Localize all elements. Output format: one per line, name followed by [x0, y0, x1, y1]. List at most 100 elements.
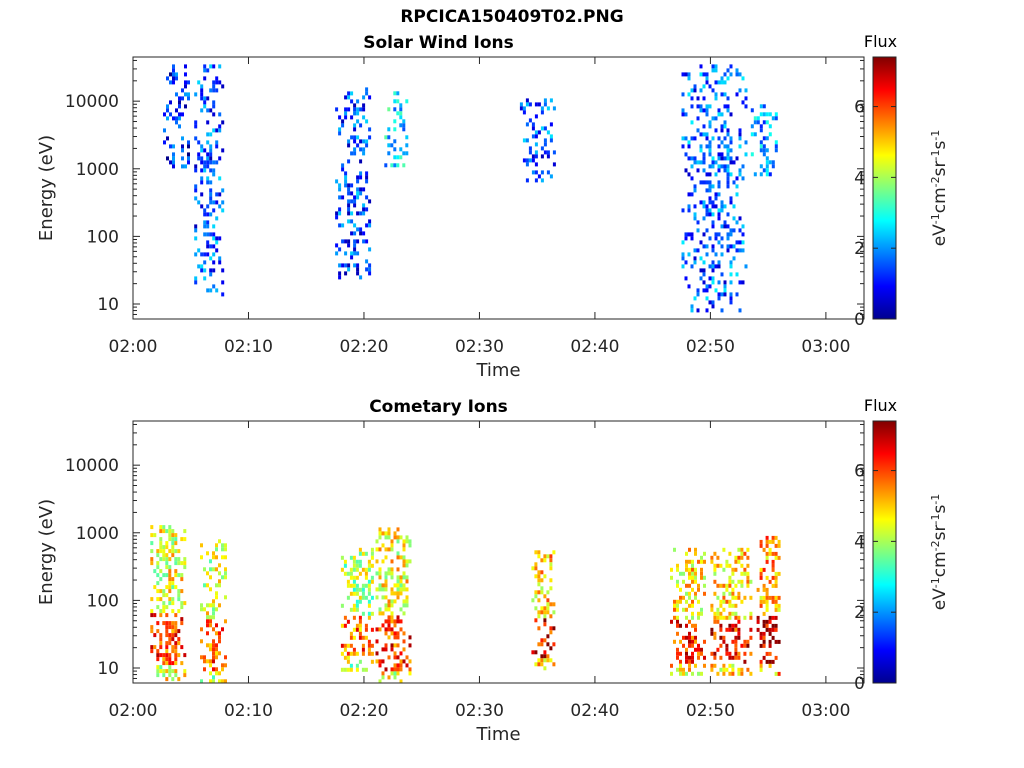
heatmap-cell: [734, 655, 738, 660]
heatmap-cell: [362, 187, 366, 192]
heatmap-cell: [165, 561, 169, 566]
heatmap-cell: [731, 611, 735, 616]
heatmap-cell: [759, 663, 763, 668]
heatmap-cell: [156, 553, 160, 558]
heatmap-cell: [347, 267, 351, 272]
heatmap-cell: [206, 220, 210, 225]
heatmap-cell: [540, 570, 544, 575]
heatmap-cell: [212, 603, 215, 608]
heatmap-cell: [697, 583, 700, 588]
heatmap-cell: [346, 643, 350, 648]
heatmap-cell: [224, 595, 227, 600]
heatmap-cell: [726, 212, 730, 217]
heatmap-cell: [402, 603, 406, 608]
heatmap-cell: [726, 224, 730, 229]
heatmap-cell: [218, 156, 222, 161]
x-axis-label: Time: [475, 360, 520, 381]
heatmap-cell: [402, 631, 406, 636]
y-axis-label: Energy (eV): [36, 135, 57, 241]
heatmap-cell: [367, 563, 371, 568]
heatmap-cell: [691, 671, 694, 676]
heatmap-cell: [693, 184, 697, 189]
heatmap-cell: [399, 111, 403, 116]
heatmap-cell: [150, 629, 154, 634]
heatmap-cell: [531, 158, 535, 163]
heatmap-cell: [534, 574, 538, 579]
heatmap-cell: [717, 292, 721, 297]
heatmap-cell: [402, 119, 406, 124]
heatmap-cell: [768, 124, 772, 129]
heatmap-cell: [384, 631, 388, 636]
heatmap-cell: [387, 635, 391, 640]
heatmap-cell: [708, 264, 712, 269]
heatmap-cell: [358, 619, 362, 624]
colorbar-tick-label: 0: [854, 674, 865, 694]
heatmap-cell: [399, 651, 403, 656]
heatmap-cell: [359, 123, 363, 128]
heatmap-cell: [756, 619, 760, 624]
heatmap-cell: [708, 84, 712, 89]
heatmap-cell: [209, 671, 212, 676]
heatmap-cell: [691, 603, 694, 608]
heatmap-cell: [710, 651, 714, 656]
heatmap-cell: [685, 551, 688, 556]
heatmap-cell: [153, 633, 157, 638]
heatmap-cell: [697, 615, 700, 620]
heatmap-cell: [171, 541, 175, 546]
heatmap-cell: [340, 623, 344, 628]
heatmap-cell: [356, 267, 360, 272]
heatmap-cell: [738, 128, 742, 133]
heatmap-cell: [728, 623, 732, 628]
heatmap-cell: [183, 565, 187, 570]
heatmap-cell: [365, 175, 369, 180]
heatmap-cell: [165, 557, 169, 562]
heatmap-cell: [705, 180, 709, 185]
heatmap-cell: [381, 595, 385, 600]
heatmap-cell: [393, 107, 397, 112]
heatmap-cell: [168, 669, 172, 674]
heatmap-cell: [720, 164, 724, 169]
heatmap-cell: [194, 224, 198, 229]
heatmap-cell: [688, 655, 691, 660]
heatmap-cell: [172, 160, 175, 165]
heatmap-cell: [714, 80, 718, 85]
heatmap-cell: [347, 239, 351, 244]
heatmap-cell: [723, 156, 727, 161]
heatmap-cell: [723, 224, 727, 229]
heatmap-cell: [350, 151, 354, 156]
heatmap-cell: [702, 268, 706, 273]
heatmap-cell: [543, 606, 547, 611]
heatmap-cell: [714, 64, 718, 69]
heatmap-cell: [346, 667, 350, 672]
heatmap-cell: [347, 91, 351, 96]
heatmap-cell: [717, 184, 721, 189]
heatmap-cell: [393, 643, 397, 648]
heatmap-cell: [212, 627, 215, 632]
heatmap-cell: [777, 543, 781, 548]
colorbar-tick-label: 2: [854, 239, 865, 259]
heatmap-cell: [159, 589, 163, 594]
heatmap-cell: [162, 601, 166, 606]
heatmap-cell: [702, 108, 706, 113]
heatmap-cell: [762, 599, 766, 604]
heatmap-cell: [184, 84, 187, 89]
heatmap-cell: [734, 555, 738, 560]
heatmap-cell: [713, 563, 717, 568]
heatmap-cell: [534, 142, 538, 147]
heatmap-cell: [209, 647, 212, 652]
heatmap-cell: [215, 655, 218, 660]
heatmap-cell: [537, 614, 541, 619]
heatmap-cell: [367, 559, 371, 564]
heatmap-cell: [729, 160, 733, 165]
heatmap-cell: [691, 571, 694, 576]
heatmap-cell: [746, 639, 750, 644]
heatmap-cell: [349, 591, 353, 596]
heatmap-cell: [206, 164, 210, 169]
heatmap-cell: [344, 251, 348, 256]
heatmap-cell: [396, 575, 400, 580]
heatmap-cell: [768, 631, 772, 636]
heatmap-cell: [753, 116, 757, 121]
heatmap-cell: [353, 263, 357, 268]
heatmap-cell: [396, 663, 400, 668]
heatmap-cell: [359, 211, 363, 216]
